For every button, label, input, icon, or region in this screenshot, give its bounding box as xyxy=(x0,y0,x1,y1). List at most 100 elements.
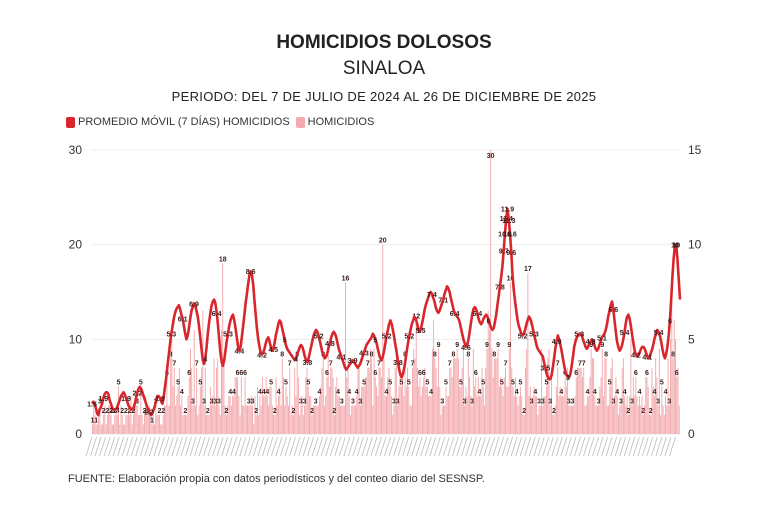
bar xyxy=(312,405,314,434)
bar-data-label: 3 xyxy=(612,399,616,406)
x-axis-tick-label xyxy=(646,436,654,457)
bar xyxy=(229,396,231,434)
bar xyxy=(291,405,293,434)
bar xyxy=(364,377,366,434)
bar xyxy=(600,377,602,434)
x-axis-tick-label xyxy=(397,436,405,457)
bar xyxy=(454,358,456,434)
bar xyxy=(319,396,320,434)
line-data-label: 6 xyxy=(487,318,491,325)
line-data-label: 6 xyxy=(668,318,672,325)
x-axis-tick-label xyxy=(293,436,301,457)
right-axis-tick-label: 10 xyxy=(688,238,702,252)
bar-data-label: 6 xyxy=(634,370,638,377)
x-axis-tick-label xyxy=(393,436,400,457)
bar-data-label: 2 xyxy=(105,408,109,415)
x-axis-tick-label xyxy=(207,436,215,457)
x-axis-tick-label xyxy=(185,436,192,457)
bar xyxy=(362,386,364,434)
bar xyxy=(228,396,230,434)
bar xyxy=(302,415,304,434)
bar xyxy=(208,415,210,434)
line-data-label: 11.3 xyxy=(502,218,515,225)
bar-data-label: 2 xyxy=(161,408,165,415)
bar xyxy=(341,405,343,434)
bar xyxy=(645,377,647,434)
bar-data-label: 4 xyxy=(385,389,389,396)
bar xyxy=(271,405,273,434)
bar xyxy=(510,282,511,434)
bar xyxy=(234,377,236,434)
bar-data-label: 7 xyxy=(582,361,586,368)
bar xyxy=(596,405,598,434)
bar xyxy=(232,396,234,434)
bar xyxy=(439,386,441,434)
line-data-label: 10 xyxy=(671,243,679,250)
bar xyxy=(449,367,451,434)
bar xyxy=(346,377,348,434)
bar xyxy=(635,377,637,434)
x-axis-tick-label xyxy=(451,436,459,457)
x-axis-tick-label xyxy=(271,436,278,457)
bar-data-label: 2 xyxy=(310,408,314,415)
bar xyxy=(320,386,322,434)
bar xyxy=(106,415,108,434)
x-axis-tick-label xyxy=(275,436,283,457)
bar xyxy=(201,367,203,434)
bar xyxy=(333,415,335,434)
x-axis-tick-label xyxy=(492,436,500,457)
bar xyxy=(327,348,329,434)
x-axis-tick-label xyxy=(506,436,514,457)
bar xyxy=(434,358,436,434)
bar xyxy=(261,377,263,434)
bar xyxy=(652,386,654,434)
bar xyxy=(325,396,327,434)
x-axis-tick-label xyxy=(628,436,636,457)
bar-data-label: 4 xyxy=(228,389,232,396)
bar xyxy=(305,377,307,434)
line-data-label: 4 xyxy=(203,356,207,363)
left-axis-tick-label: 0 xyxy=(75,427,82,441)
bar-data-label: 4 xyxy=(623,389,627,396)
x-axis-tick-label xyxy=(307,436,315,457)
bar xyxy=(553,415,555,434)
bar xyxy=(493,358,495,434)
legend-item-homicides[interactable]: HOMICIDIOS xyxy=(295,116,374,128)
bar xyxy=(176,396,178,434)
x-axis-tick-label xyxy=(221,436,229,457)
bar xyxy=(113,424,115,434)
bar xyxy=(348,396,350,434)
bar xyxy=(590,348,592,434)
x-axis-tick-label xyxy=(157,436,165,457)
bar xyxy=(330,367,332,434)
bar xyxy=(611,358,613,434)
bar-data-label: 1 xyxy=(94,418,98,425)
bar xyxy=(670,339,672,434)
legend: PROMEDIO MÓVIL (7 DÍAS) HOMICIDIOS HOMIC… xyxy=(66,116,380,128)
legend-item-moving-average[interactable]: PROMEDIO MÓVIL (7 DÍAS) HOMICIDIOS xyxy=(66,116,290,128)
bar xyxy=(353,405,355,434)
bar xyxy=(534,396,536,434)
bar-data-label: 4 xyxy=(559,389,563,396)
bar-data-label: 2 xyxy=(157,408,161,415)
x-axis-tick-label xyxy=(167,436,174,457)
bar xyxy=(347,358,349,434)
bar-data-label: 8 xyxy=(492,351,496,358)
bar xyxy=(641,396,643,434)
x-axis-tick-label xyxy=(329,436,337,457)
line-data-label: 4.8 xyxy=(325,341,335,348)
bar-data-label: 2 xyxy=(124,408,128,415)
bar xyxy=(403,396,405,434)
bar xyxy=(541,348,542,434)
bar xyxy=(180,405,182,434)
bar xyxy=(667,358,669,434)
x-axis-tick-label xyxy=(411,436,419,457)
bar-data-label: 4 xyxy=(585,389,589,396)
bar xyxy=(160,424,162,434)
line-data-label: 4.5 xyxy=(268,347,278,354)
bar xyxy=(217,358,219,434)
bar xyxy=(326,377,328,434)
bar xyxy=(110,415,112,434)
bar xyxy=(296,358,298,434)
line-data-label: 4.9 xyxy=(552,339,562,346)
